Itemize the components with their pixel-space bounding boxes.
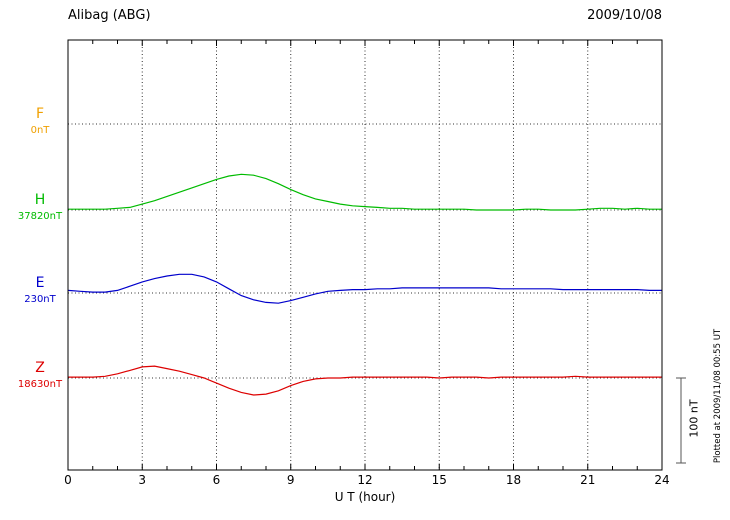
component-baseline-E: 230nT xyxy=(24,294,56,305)
plot-timestamp-note: Plotted at 2009/11/08 00:55 UT xyxy=(713,328,723,464)
component-label-Z: Z xyxy=(35,360,45,376)
plot-date: 2009/10/08 xyxy=(587,8,662,23)
x-tick-21: 21 xyxy=(580,473,596,487)
component-baseline-F: 0nT xyxy=(30,125,50,136)
x-tick-24: 24 xyxy=(654,473,670,487)
x-tick-3: 3 xyxy=(138,473,147,487)
x-tick-0: 0 xyxy=(64,473,72,487)
component-baseline-H: 37820nT xyxy=(17,211,63,222)
component-baseline-Z: 18630nT xyxy=(17,379,63,390)
x-tick-6: 6 xyxy=(212,473,221,487)
x-tick-15: 15 xyxy=(431,473,447,487)
x-tick-12: 12 xyxy=(357,473,373,487)
component-label-H: H xyxy=(34,192,46,208)
component-label-E: E xyxy=(35,275,45,291)
scale-bar xyxy=(676,377,686,464)
component-label-F: F xyxy=(35,106,45,122)
x-axis-label: U T (hour) xyxy=(334,490,396,504)
station-title: Alibag (ABG) xyxy=(68,8,151,23)
x-tick-9: 9 xyxy=(286,473,295,487)
trace-H xyxy=(68,173,662,211)
plot-border xyxy=(67,39,663,471)
scale-bar-label: 100 nT xyxy=(687,399,701,438)
trace-E xyxy=(67,273,662,304)
x-tick-18: 18 xyxy=(505,473,522,487)
trace-Z xyxy=(68,365,662,396)
